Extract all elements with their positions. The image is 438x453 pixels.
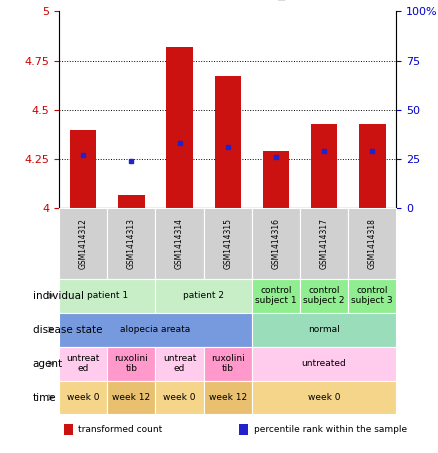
Bar — [70, 130, 96, 208]
Text: control
subject 2: control subject 2 — [304, 286, 345, 305]
Text: week 0: week 0 — [308, 393, 340, 402]
Bar — [311, 124, 337, 208]
Text: patient 2: patient 2 — [183, 291, 224, 300]
Text: week 0: week 0 — [163, 393, 196, 402]
Bar — [263, 151, 289, 208]
Text: GSM1414313: GSM1414313 — [127, 218, 136, 269]
Text: individual: individual — [33, 290, 84, 301]
Text: untreated: untreated — [302, 359, 346, 368]
Text: percentile rank within the sample: percentile rank within the sample — [254, 425, 407, 434]
Bar — [215, 77, 241, 208]
Text: patient 1: patient 1 — [87, 291, 128, 300]
Bar — [118, 195, 145, 208]
Text: agent: agent — [33, 358, 63, 369]
Bar — [359, 124, 385, 208]
Text: ruxolini
tib: ruxolini tib — [114, 354, 148, 373]
Text: control
subject 3: control subject 3 — [351, 286, 393, 305]
Text: GSM1414317: GSM1414317 — [320, 218, 328, 269]
Text: control
subject 1: control subject 1 — [255, 286, 297, 305]
Text: untreat
ed: untreat ed — [67, 354, 100, 373]
Text: untreat
ed: untreat ed — [163, 354, 196, 373]
Text: normal: normal — [308, 325, 340, 334]
Text: week 0: week 0 — [67, 393, 99, 402]
Text: disease state: disease state — [33, 324, 102, 335]
Text: GSM1414318: GSM1414318 — [368, 218, 377, 269]
Text: week 12: week 12 — [112, 393, 151, 402]
Text: alopecia areata: alopecia areata — [120, 325, 191, 334]
Text: GSM1414315: GSM1414315 — [223, 218, 232, 269]
Text: ruxolini
tib: ruxolini tib — [211, 354, 245, 373]
Text: transformed count: transformed count — [78, 425, 162, 434]
Text: time: time — [33, 392, 57, 403]
Text: GSM1414314: GSM1414314 — [175, 218, 184, 269]
Text: GSM1414316: GSM1414316 — [272, 218, 280, 269]
Bar — [166, 47, 193, 208]
Text: week 12: week 12 — [208, 393, 247, 402]
Text: GSM1414312: GSM1414312 — [79, 218, 88, 269]
